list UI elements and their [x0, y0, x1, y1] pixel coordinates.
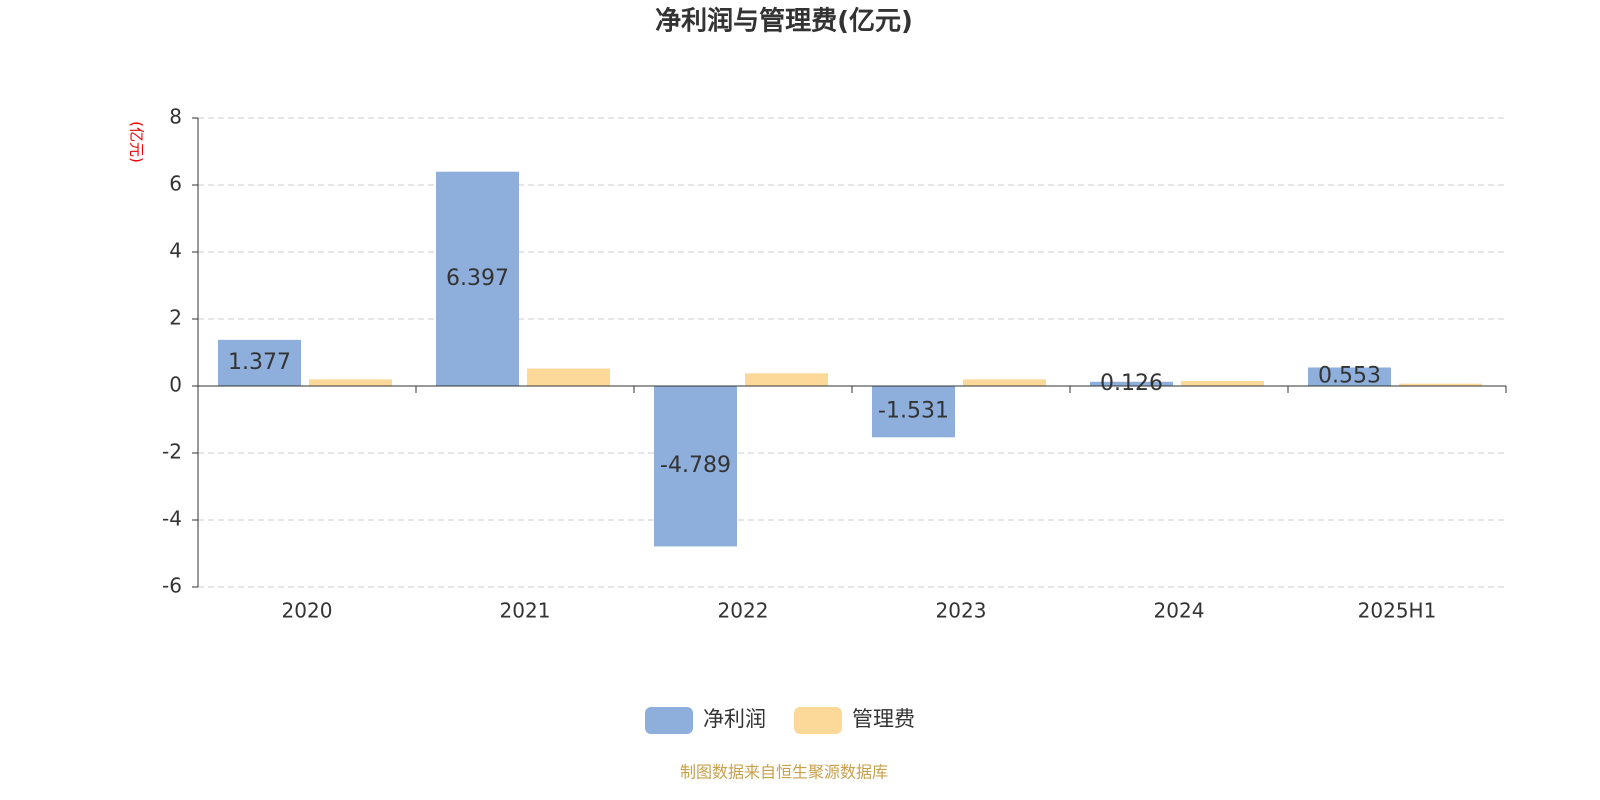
bar: [654, 386, 737, 547]
legend-label[interactable]: 管理费: [852, 707, 915, 731]
y-tick-label: 2: [169, 306, 182, 330]
y-tick-label: 4: [169, 239, 182, 263]
bar: [309, 379, 392, 386]
bar: [745, 373, 828, 386]
bar: [436, 171, 519, 386]
bar: [872, 386, 955, 438]
y-tick-label: -4: [162, 507, 182, 531]
source-note: 制图数据来自恒生聚源数据库: [680, 763, 888, 782]
legend-swatch[interactable]: [645, 707, 693, 734]
y-tick-label: -6: [162, 574, 182, 598]
bar: [218, 339, 301, 386]
x-tick-label: 2025H1: [1358, 599, 1437, 623]
bar: [1181, 380, 1264, 386]
data-label: 0.126: [1100, 371, 1163, 396]
y-tick-label: 0: [169, 373, 182, 397]
bar: [1090, 381, 1173, 386]
data-label: -4.789: [660, 453, 731, 478]
legend-swatch[interactable]: [794, 707, 842, 734]
x-tick-label: 2020: [282, 599, 333, 623]
y-tick-label: 6: [169, 172, 182, 196]
y-axis-label: (亿元): [128, 121, 146, 163]
x-tick-label: 2023: [936, 599, 987, 623]
x-tick-label: 2022: [718, 599, 769, 623]
data-label: 6.397: [446, 266, 509, 291]
x-tick-label: 2021: [500, 599, 551, 623]
chart-title: 净利润与管理费(亿元): [655, 6, 913, 37]
y-tick-label: -2: [162, 440, 182, 464]
data-label: 1.377: [228, 350, 291, 375]
bar: [963, 379, 1046, 386]
y-tick-label: 8: [169, 105, 182, 129]
data-label: 0.553: [1318, 364, 1381, 389]
bar: [1308, 367, 1391, 386]
bar: [1399, 383, 1482, 386]
legend-label[interactable]: 净利润: [703, 707, 766, 731]
x-tick-label: 2024: [1154, 599, 1205, 623]
data-label: -1.531: [878, 399, 949, 424]
bar: [527, 368, 610, 386]
